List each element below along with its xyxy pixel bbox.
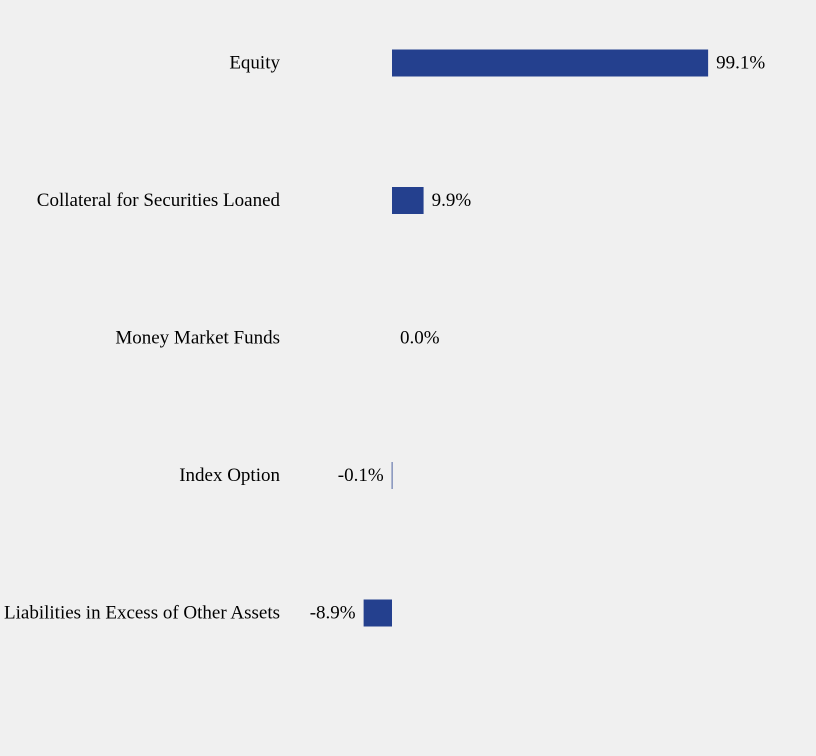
bars-layer (363, 49, 709, 627)
value-label-collateral-for-securities-loaned: 9.9% (432, 190, 472, 211)
value-label-liabilities-in-excess-of-other-assets: -8.9% (310, 603, 356, 624)
category-label-equity: Equity (229, 53, 280, 74)
value-label-index-option: -0.1% (338, 465, 384, 486)
labels-layer: Equity 99.1% Collateral for Securities Loa… (4, 53, 765, 624)
bar-liabilities-in-excess-of-other-assets (363, 599, 392, 627)
value-label-equity: 99.1% (716, 53, 765, 74)
value-label-money-market-funds: 0.0% (400, 328, 440, 349)
bar-index-option (391, 462, 393, 489)
bar-collateral-for-securities-loaned (392, 187, 424, 214)
category-label-money-market-funds: Money Market Funds (115, 328, 280, 349)
category-label-liabilities-in-excess-of-other-assets: Liabilities in Excess of Other Assets (4, 603, 280, 624)
category-label-index-option: Index Option (179, 465, 280, 486)
bar-equity (392, 49, 709, 77)
category-label-collateral-for-securities-loaned: Collateral for Securities Loaned (37, 190, 281, 211)
